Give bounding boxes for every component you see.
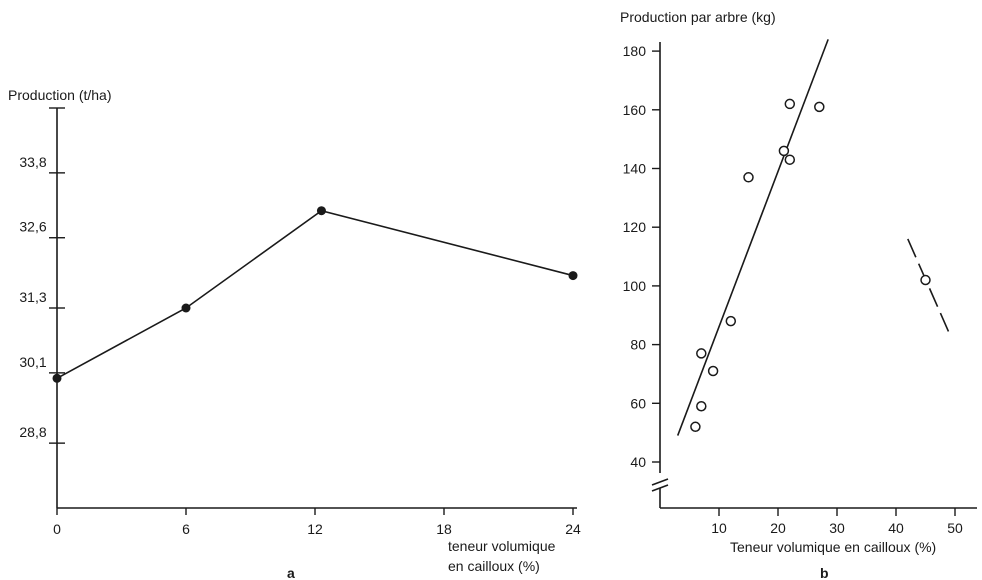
chart-a-y-tick-label: 33,8 (19, 154, 46, 170)
chart-b-y-tick-label: 40 (630, 454, 646, 470)
chart-b-point (696, 400, 707, 412)
chart-b-x-tick-label: 30 (829, 520, 845, 536)
chart-b-y-tick-label: 140 (623, 161, 647, 177)
chart-b-y-tick-label: 160 (623, 102, 647, 118)
chart-a-x-label-line2: en cailloux (%) (448, 558, 540, 574)
chart-a-panel-label: a (287, 565, 295, 580)
chart-b-y-tick-label: 60 (630, 395, 646, 411)
chart-a-series-line (56, 209, 574, 379)
chart-b-x-tick-label: 10 (711, 520, 727, 536)
chart-a-x-tick-label: 0 (53, 521, 61, 537)
chart-b-point (784, 154, 796, 165)
chart-a-point (52, 373, 62, 383)
chart-b-y-tick-label: 100 (623, 278, 647, 294)
chart-b-dashed-segment (907, 238, 950, 334)
chart-b-x-tick-label: 40 (888, 520, 904, 536)
chart-a-point (316, 206, 326, 216)
chart-b-x-label: Teneur volumique en cailloux (%) (730, 539, 936, 555)
chart-b-axis-break-upper (651, 478, 669, 486)
chart-a-point (181, 303, 191, 313)
chart-a-y-tick-label: 31,3 (19, 289, 46, 305)
chart-b-point (814, 101, 825, 113)
chart-a-x-tick-label: 24 (565, 521, 581, 537)
chart-b: Production par arbre (kg) Teneur volumiq… (620, 9, 977, 580)
chart-b-point (920, 274, 931, 286)
chart-a-x-tick-label: 6 (182, 521, 190, 537)
chart-b-y-tick-label: 120 (623, 219, 647, 235)
chart-b-point (725, 315, 737, 327)
chart-b-y-tick-label: 80 (630, 337, 646, 353)
chart-b-y-tick-label: 180 (623, 43, 647, 59)
chart-b-axis-break-lower (651, 484, 669, 492)
chart-b-point (784, 98, 796, 110)
chart-a-y-tick-label: 32,6 (19, 219, 46, 235)
chart-b-point (743, 172, 754, 183)
chart-a-y-tick-label: 28,8 (19, 424, 46, 440)
chart-a-x-tick-label: 18 (436, 521, 452, 537)
chart-b-point (778, 145, 790, 157)
chart-a-y-label: Production (t/ha) (8, 87, 112, 103)
chart-a-x-tick-label: 12 (307, 521, 323, 537)
chart-a-point (568, 271, 578, 281)
chart-b-regression-line (676, 39, 829, 436)
chart-b-y-label: Production par arbre (kg) (620, 9, 776, 25)
chart-b-panel-label: b (820, 565, 829, 580)
chart-b-point (690, 421, 701, 433)
chart-a: Production (t/ha) teneur volumique en ca… (8, 87, 581, 580)
chart-a-x-label-line1: teneur volumique (448, 538, 556, 554)
chart-b-x-tick-label: 20 (770, 520, 786, 536)
chart-a-y-tick-label: 30,1 (19, 354, 46, 370)
chart-b-x-tick-label: 50 (947, 520, 963, 536)
chart-b-point (696, 348, 707, 359)
chart-b-point (707, 365, 719, 377)
